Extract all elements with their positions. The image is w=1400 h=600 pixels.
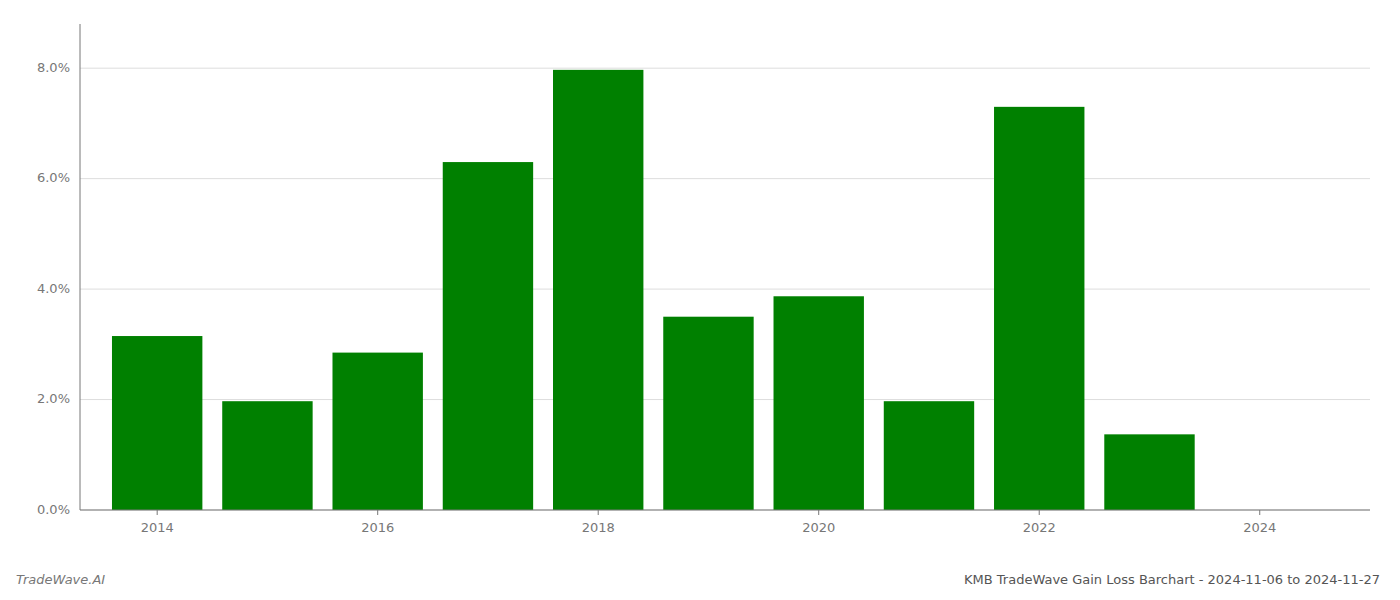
- y-axis: 0.0% 2.0% 4.0% 6.0% 8.0%: [37, 24, 80, 517]
- x-tick-label: 2018: [582, 520, 615, 535]
- x-tick-label: 2020: [802, 520, 835, 535]
- bar: [774, 296, 864, 510]
- grid-line: [80, 510, 1370, 511]
- bar: [112, 336, 202, 510]
- y-tick-label: 4.0%: [37, 281, 70, 296]
- x-tick: [377, 510, 378, 515]
- chart-container: 0.0% 2.0% 4.0% 6.0% 8.0% 2014 2016 2018 2020 2022…: [0, 0, 1400, 600]
- watermark: TradeWave.AI: [16, 572, 105, 587]
- chart: 0.0% 2.0% 4.0% 6.0% 8.0% 2014 2016 2018 2020 2022…: [0, 0, 1400, 600]
- x-tick: [1259, 510, 1260, 515]
- x-tick: [157, 510, 158, 515]
- x-axis: 2014 2016 2018 2020 2022 2024: [80, 510, 1370, 535]
- y-tick-label: 8.0%: [37, 60, 70, 75]
- y-tick-label: 2.0%: [37, 391, 70, 406]
- x-tick: [1039, 510, 1040, 515]
- title: KMB TradeWave Gain Loss Barchart - 2024-…: [964, 572, 1380, 587]
- x-tick-label: 2014: [141, 520, 174, 535]
- bars: [112, 70, 1195, 510]
- grid-line: [80, 68, 1370, 69]
- x-axis-line: [80, 510, 1370, 511]
- grid: [80, 68, 1370, 510]
- x-tick-label: 2024: [1243, 520, 1276, 535]
- x-tick-label: 2016: [361, 520, 394, 535]
- grid-line: [80, 289, 1370, 290]
- x-tick-label: 2022: [1023, 520, 1056, 535]
- bar: [884, 401, 974, 510]
- grid-line: [80, 178, 1370, 179]
- bar: [994, 107, 1084, 510]
- bar: [222, 401, 312, 510]
- x-tick: [818, 510, 819, 515]
- y-tick-label: 6.0%: [37, 170, 70, 185]
- y-tick-label: 0.0%: [37, 502, 70, 517]
- bar: [553, 70, 643, 510]
- bar: [443, 162, 533, 510]
- bar: [1104, 434, 1194, 510]
- y-axis-line: [80, 24, 81, 510]
- x-tick: [598, 510, 599, 515]
- bar: [663, 317, 753, 510]
- bar: [332, 353, 422, 510]
